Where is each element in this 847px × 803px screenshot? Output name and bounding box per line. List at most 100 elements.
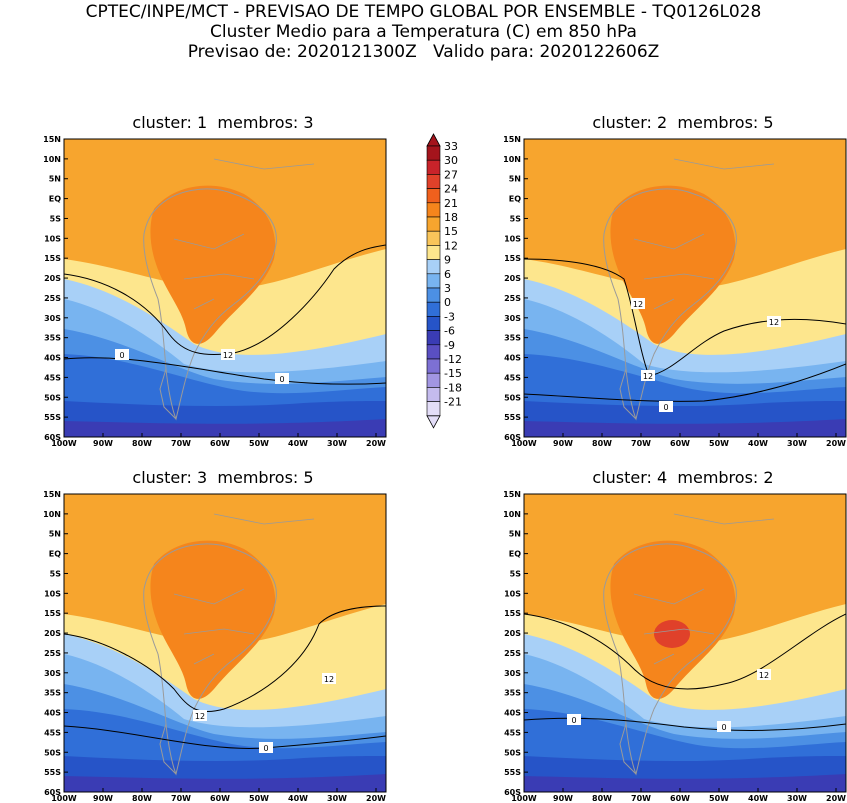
- contour-label-box: [659, 401, 673, 412]
- contour-label: 12: [633, 300, 643, 309]
- lon-tick-label: 90W: [93, 794, 113, 803]
- lat-tick-label: 30S: [504, 669, 521, 678]
- lat-tick-label: 50S: [504, 393, 521, 402]
- lat-tick-label: 50S: [44, 393, 61, 402]
- lat-tick-label: 10N: [43, 155, 61, 164]
- lat-tick-label: 15N: [43, 490, 61, 499]
- contour-line: [64, 725, 386, 749]
- lat-tick-label: 60S: [504, 433, 521, 442]
- lon-tick-label: 60W: [670, 794, 690, 803]
- lon-tick-label: 40W: [288, 794, 308, 803]
- lat-tick-label: 10S: [504, 589, 521, 598]
- lon-tick-label: 100W: [51, 794, 77, 803]
- lat-tick-label: 25S: [504, 649, 521, 658]
- lon-tick-label: 30W: [327, 439, 347, 448]
- lat-tick-label: 55S: [44, 413, 61, 422]
- colorbar-swatch: [426, 358, 441, 374]
- lat-tick-label: 15N: [43, 135, 61, 144]
- lon-tick-label: 30W: [787, 794, 807, 803]
- contour-label-box: [221, 349, 235, 360]
- lat-tick-label: 10N: [503, 510, 521, 519]
- lat-tick-label: 55S: [504, 768, 521, 777]
- lat-tick-label: 60S: [44, 788, 61, 797]
- lon-tick-label: 30W: [787, 439, 807, 448]
- map-frame: [523, 493, 847, 793]
- lat-tick-label: 25S: [44, 649, 61, 658]
- lat-tick-label: 5S: [50, 214, 62, 223]
- lon-tick-label: 80W: [592, 439, 612, 448]
- lon-tick-label: 100W: [511, 439, 537, 448]
- lat-tick-label: 10S: [44, 234, 61, 243]
- lat-tick-label: 35S: [504, 689, 521, 698]
- contour-label-box: [757, 669, 771, 680]
- lat-tick-label: EQ: [509, 550, 521, 559]
- panel-4-title: cluster: 4 membros: 2: [592, 468, 774, 487]
- lat-tick-label: 5N: [509, 530, 521, 539]
- colorbar-label: 3: [444, 282, 451, 295]
- contour-label-box: [567, 714, 581, 725]
- lon-tick-label: 40W: [748, 794, 768, 803]
- lat-tick-label: 30S: [44, 314, 61, 323]
- contour-label-box: [193, 710, 207, 721]
- contour-label: 12: [769, 318, 779, 327]
- lon-tick-label: 50W: [709, 794, 729, 803]
- lat-tick-label: 45S: [504, 728, 521, 737]
- lat-tick-label: 50S: [504, 748, 521, 757]
- panel-1-title: cluster: 1 membros: 3: [132, 113, 314, 132]
- map-panel-3: 12 12 0 15N 10N 5N EQ 5S 10S 15S 20S 25S 30S 35S 40S 45…: [43, 490, 387, 803]
- figure-title-line-3: Previsao de: 2020121300Z Valido para: 20…: [187, 42, 660, 62]
- contour-label: 12: [324, 675, 334, 684]
- lat-tick-label: 30S: [44, 669, 61, 678]
- colorbar-bottom-arrow: [426, 415, 441, 429]
- colorbar-swatch: [426, 372, 441, 388]
- lat-tick-label: 60S: [44, 433, 61, 442]
- colorbar-label: 21: [444, 197, 458, 210]
- lat-tick-label: 40S: [504, 354, 521, 363]
- contour-line: [524, 363, 846, 402]
- map-panel-4: 12 0 0 15N 10N 5N EQ 5S 10S 15S 20S 25S 30S 35S 40S 45S…: [503, 490, 847, 803]
- map-frame: [63, 493, 387, 793]
- contour-label: 0: [663, 403, 668, 412]
- lat-tick-label: 5N: [509, 175, 521, 184]
- colorbar-swatch: [426, 301, 441, 317]
- colorbar-swatch: [426, 330, 441, 346]
- warm-core: [654, 620, 690, 648]
- contour-label: 12: [223, 351, 233, 360]
- contour-label-box: [717, 721, 731, 732]
- lon-tick-label: 40W: [288, 439, 308, 448]
- contour-label-box: [275, 373, 289, 384]
- lat-tick-label: 15N: [503, 135, 521, 144]
- contour-label: 0: [721, 723, 726, 732]
- colorbar-top-arrow: [426, 133, 441, 147]
- lon-tick-label: 30W: [327, 794, 347, 803]
- lat-tick-label: 45S: [44, 728, 61, 737]
- lon-tick-label: 90W: [553, 439, 573, 448]
- colorbar-label: 18: [444, 211, 458, 224]
- colorbar-swatch: [426, 159, 441, 175]
- lat-tick-label: 30S: [504, 314, 521, 323]
- lat-tick-label: 25S: [504, 294, 521, 303]
- colorbar-label: 33: [444, 140, 458, 153]
- lat-tick-label: 5S: [510, 214, 522, 223]
- colorbar-swatch: [426, 230, 441, 246]
- lon-tick-label: 50W: [709, 439, 729, 448]
- map-frame: [523, 138, 847, 438]
- colorbar-swatch: [426, 216, 441, 232]
- lon-tick-label: 50W: [249, 439, 269, 448]
- lat-tick-label: 20S: [44, 629, 61, 638]
- lon-tick-label: 90W: [93, 439, 113, 448]
- lon-tick-label: 90W: [553, 794, 573, 803]
- colorbar-swatch: [426, 188, 441, 204]
- lat-tick-label: 20S: [504, 629, 521, 638]
- colorbar-label: 24: [444, 183, 458, 196]
- colorbar-swatch: [426, 401, 441, 417]
- colorbar-label: 0: [444, 296, 451, 309]
- lat-tick-label: 45S: [44, 373, 61, 382]
- lat-tick-label: 55S: [44, 768, 61, 777]
- colorbar-label: -9: [444, 339, 455, 352]
- lat-tick-label: 55S: [504, 413, 521, 422]
- contour-label-box: [631, 298, 645, 309]
- colorbar-label: 27: [444, 168, 458, 181]
- lat-tick-label: 10N: [43, 510, 61, 519]
